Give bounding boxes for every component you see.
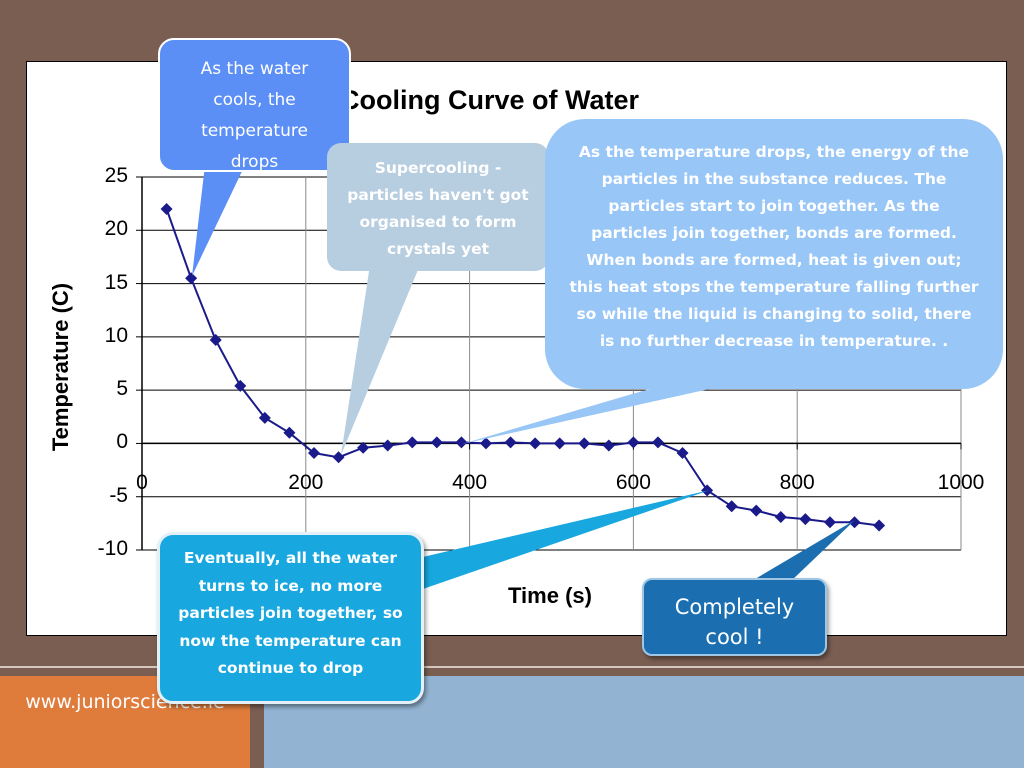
callout-ice: Eventually, all the water turns to ice, … — [157, 532, 424, 704]
data-point — [823, 516, 836, 529]
data-point — [627, 436, 640, 449]
data-point — [406, 436, 419, 449]
data-point — [479, 437, 492, 450]
data-point — [750, 504, 763, 517]
data-point — [504, 436, 517, 449]
callout-energy: As the temperature drops, the energy of … — [545, 119, 1003, 389]
data-point — [455, 436, 468, 449]
x-tick-label: 200 — [288, 471, 324, 495]
data-point — [651, 436, 664, 449]
data-point — [529, 437, 542, 450]
x-tick-label: 1000 — [937, 471, 985, 495]
data-point — [578, 437, 591, 450]
y-tick-label: 0 — [116, 430, 128, 454]
data-point — [160, 202, 173, 215]
tail-cool — [750, 520, 855, 582]
data-points — [160, 202, 886, 532]
data-point — [725, 500, 738, 513]
data-point — [258, 411, 271, 424]
separator-line — [0, 666, 1024, 668]
y-tick-label: -5 — [109, 483, 128, 507]
chart-title: Cooling Curve of Water — [340, 85, 640, 115]
y-tick-label: 10 — [104, 323, 128, 347]
y-tick-label: 5 — [116, 377, 128, 401]
data-point — [283, 426, 296, 439]
x-tick-label: 400 — [452, 471, 488, 495]
y-tick-label: 15 — [104, 270, 128, 294]
data-point — [774, 510, 787, 523]
data-point — [701, 484, 714, 497]
data-point — [209, 334, 222, 347]
x-tick-label: 600 — [615, 471, 651, 495]
y-tick-label: -10 — [97, 537, 128, 560]
data-point — [332, 451, 345, 464]
data-point — [848, 516, 861, 529]
tail-energy — [462, 380, 750, 444]
data-point — [676, 447, 689, 460]
tail-ice — [410, 490, 710, 590]
callout-supercooling: Supercooling - particles haven't got org… — [327, 143, 549, 271]
x-tick-label: 0 — [136, 471, 148, 495]
data-point — [602, 439, 615, 452]
data-point — [307, 447, 320, 460]
data-point — [553, 437, 566, 450]
data-point — [234, 379, 247, 392]
data-point — [381, 439, 394, 452]
y-tick-label: 25 — [104, 164, 128, 187]
y-tick-label: 20 — [104, 217, 128, 241]
data-point — [430, 436, 443, 449]
tail-supercooling — [341, 265, 420, 455]
x-tick-label: 800 — [779, 471, 815, 495]
data-point — [357, 441, 370, 454]
callout-cooling: As the water cools, the temperature drop… — [158, 38, 351, 172]
callout-cool: Completely cool ! — [642, 578, 827, 656]
tail-cooling — [192, 165, 245, 276]
data-point — [873, 519, 886, 532]
data-point — [185, 272, 198, 285]
data-point — [799, 513, 812, 526]
x-axis-label: Time (s) — [508, 583, 592, 608]
